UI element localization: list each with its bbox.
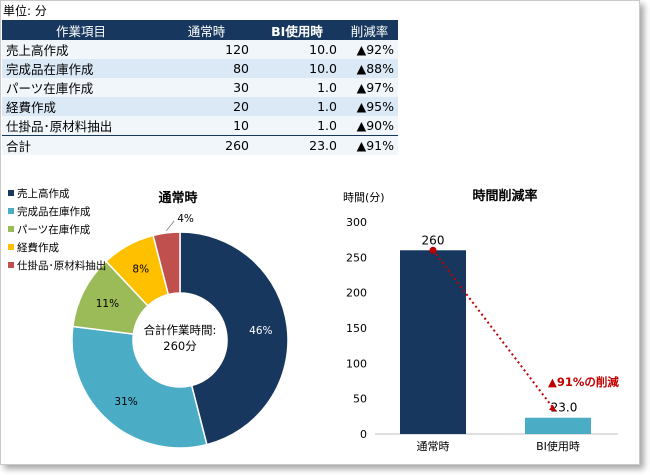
total-normal: 260: [160, 135, 253, 155]
donut-leader-line: [165, 220, 175, 232]
cell-item: 完成品在庫作成: [2, 59, 160, 78]
donut-center-line1: 合計作業時間:: [144, 323, 217, 337]
donut-slice: [71, 325, 208, 449]
table-row: 売上高作成 120 10.0 ▲92%: [2, 40, 398, 59]
donut-title: 通常時: [158, 190, 197, 206]
bar: [525, 417, 591, 434]
y-tick-label: 50: [353, 393, 367, 406]
cell-normal: 10: [160, 116, 253, 136]
bar-title: 時間削減率: [472, 188, 537, 204]
y-tick-label: 150: [346, 322, 367, 335]
legend-label: パーツ在庫作成: [17, 223, 91, 236]
cell-item: パーツ在庫作成: [2, 78, 160, 97]
bar-series: 260 通常時 23.0 BI使用時: [400, 233, 591, 453]
donut-slice: [179, 231, 289, 446]
bar: [400, 250, 466, 434]
cell-reduction: ▲90%: [341, 116, 398, 136]
cell-bi: 1.0: [253, 116, 341, 136]
y-tick-label: 100: [346, 357, 367, 370]
legend-swatch: [8, 226, 14, 232]
legend-swatch: [8, 244, 14, 250]
y-tick-label: 250: [346, 251, 367, 264]
reduction-annotation: ▲91%の削減: [429, 246, 619, 413]
cell-item: 仕掛品･原材料抽出: [2, 116, 160, 136]
header-normal: 通常時: [160, 20, 253, 40]
legend-swatch: [8, 262, 14, 268]
trend-arrowhead: [549, 404, 556, 412]
y-tick-label: 0: [360, 428, 367, 441]
cell-normal: 30: [160, 78, 253, 97]
legend-label: 完成品在庫作成: [17, 205, 91, 218]
table-row: 経費作成 20 1.0 ▲95%: [2, 97, 398, 116]
cell-bi: 10.0: [253, 40, 341, 59]
donut-slice-label: 8%: [132, 264, 149, 276]
cell-bi: 1.0: [253, 78, 341, 97]
cell-normal: 120: [160, 40, 253, 59]
total-reduction: ▲91%: [341, 135, 398, 155]
legend-swatch: [8, 208, 14, 214]
cell-bi: 10.0: [253, 59, 341, 78]
legend-label: 売上高作成: [17, 187, 70, 200]
reduction-annotation-text: ▲91%の削減: [548, 375, 619, 389]
x-tick-label: 通常時: [417, 440, 450, 453]
cell-reduction: ▲95%: [341, 97, 398, 116]
donut-slice-label: 11%: [96, 298, 119, 310]
donut-chart: 46% 31% 11% 8% 4%: [71, 213, 289, 449]
legend-swatch: [8, 190, 14, 196]
legend-label: 経費作成: [17, 241, 59, 254]
header-item: 作業項目: [2, 20, 160, 40]
table-header-row: 作業項目 通常時 BI使用時 削減率: [2, 20, 398, 40]
cell-item: 売上高作成: [2, 40, 160, 59]
total-item: 合計: [2, 135, 160, 155]
donut-slice: [152, 231, 181, 296]
table-row: パーツ在庫作成 30 1.0 ▲97%: [2, 78, 398, 97]
total-bi: 23.0: [253, 135, 341, 155]
donut-slice-label: 4%: [177, 213, 194, 225]
x-tick-label: BI使用時: [536, 440, 580, 453]
table-total-row: 合計 260 23.0 ▲91%: [2, 135, 398, 155]
cell-reduction: ▲97%: [341, 78, 398, 97]
bar-value-label: 260: [422, 233, 445, 247]
cell-reduction: ▲92%: [341, 40, 398, 59]
work-time-table: 作業項目 通常時 BI使用時 削減率 売上高作成 120 10.0 ▲92% 完…: [2, 20, 398, 155]
y-tick-label: 300: [346, 216, 367, 229]
legend-label: 仕掛品･原材料抽出: [17, 259, 106, 272]
bar-y-axis-label: 時間(分): [343, 191, 385, 204]
cell-reduction: ▲88%: [341, 59, 398, 78]
cell-item: 経費作成: [2, 97, 160, 116]
bar-value-label: 23.0: [551, 401, 578, 415]
cell-normal: 20: [160, 97, 253, 116]
cell-bi: 1.0: [253, 97, 341, 116]
header-bi: BI使用時: [253, 20, 341, 40]
y-tick-label: 200: [346, 287, 367, 300]
trend-start-dot: [429, 246, 437, 254]
table-row: 仕掛品･原材料抽出 10 1.0 ▲90%: [2, 116, 398, 136]
table-row: 完成品在庫作成 80 10.0 ▲88%: [2, 59, 398, 78]
donut-slice-label: 46%: [249, 325, 272, 337]
donut-center-line2: 260分: [163, 339, 197, 353]
unit-label: 単位: 分: [3, 4, 47, 18]
cell-normal: 80: [160, 59, 253, 78]
trend-arrow-line: [432, 249, 557, 413]
header-reduction: 削減率: [341, 20, 398, 40]
donut-slice-label: 31%: [114, 396, 137, 408]
